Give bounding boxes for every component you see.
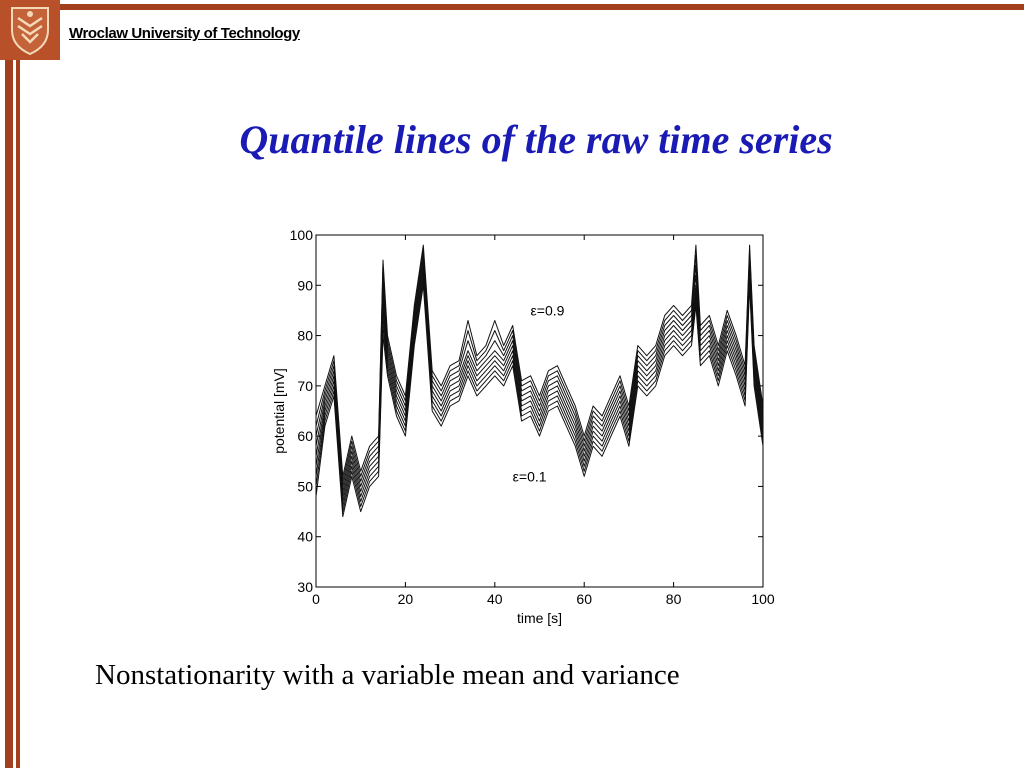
university-crest-icon — [0, 0, 60, 60]
quantile-chart-svg: 0 20 40 60 80 100 30 40 50 60 70 80 90 100 time [s] pot… — [271, 227, 775, 626]
x-tick-label: 80 — [666, 591, 682, 607]
y-tick-label: 50 — [297, 478, 313, 494]
quantile-line-9 — [315, 244, 764, 477]
x-tick-label: 40 — [487, 591, 503, 607]
x-tick-label: 0 — [312, 591, 320, 607]
y-tick-label: 40 — [297, 529, 313, 545]
left-accent-bar-thin — [16, 58, 20, 768]
y-tick-label: 70 — [297, 378, 313, 394]
y-tick-label: 30 — [297, 579, 313, 595]
quantile-chart: 0 20 40 60 80 100 30 40 50 60 70 80 90 100 time [s] pot… — [262, 222, 792, 632]
annotation-label: ε=0.1 — [513, 468, 547, 484]
annotation-label: ε=0.9 — [531, 302, 565, 318]
x-tick-label: 20 — [398, 591, 414, 607]
y-tick-label: 60 — [297, 428, 313, 444]
y-axis-label: potential [mV] — [271, 368, 287, 454]
slide-title: Quantile lines of the raw time series — [239, 117, 833, 162]
left-accent-bar — [5, 58, 13, 768]
slide-caption: Nonstationarity with a variable mean and… — [95, 659, 680, 691]
organization-name: Wroclaw University of Technology — [69, 25, 300, 42]
y-tick-label: 90 — [297, 277, 313, 293]
y-tick-label: 80 — [297, 328, 313, 344]
x-tick-label: 60 — [576, 591, 592, 607]
y-tick-label: 100 — [290, 227, 314, 243]
x-axis-label: time [s] — [517, 610, 562, 626]
top-accent-bar — [0, 4, 1024, 10]
x-tick-label: 100 — [751, 591, 775, 607]
